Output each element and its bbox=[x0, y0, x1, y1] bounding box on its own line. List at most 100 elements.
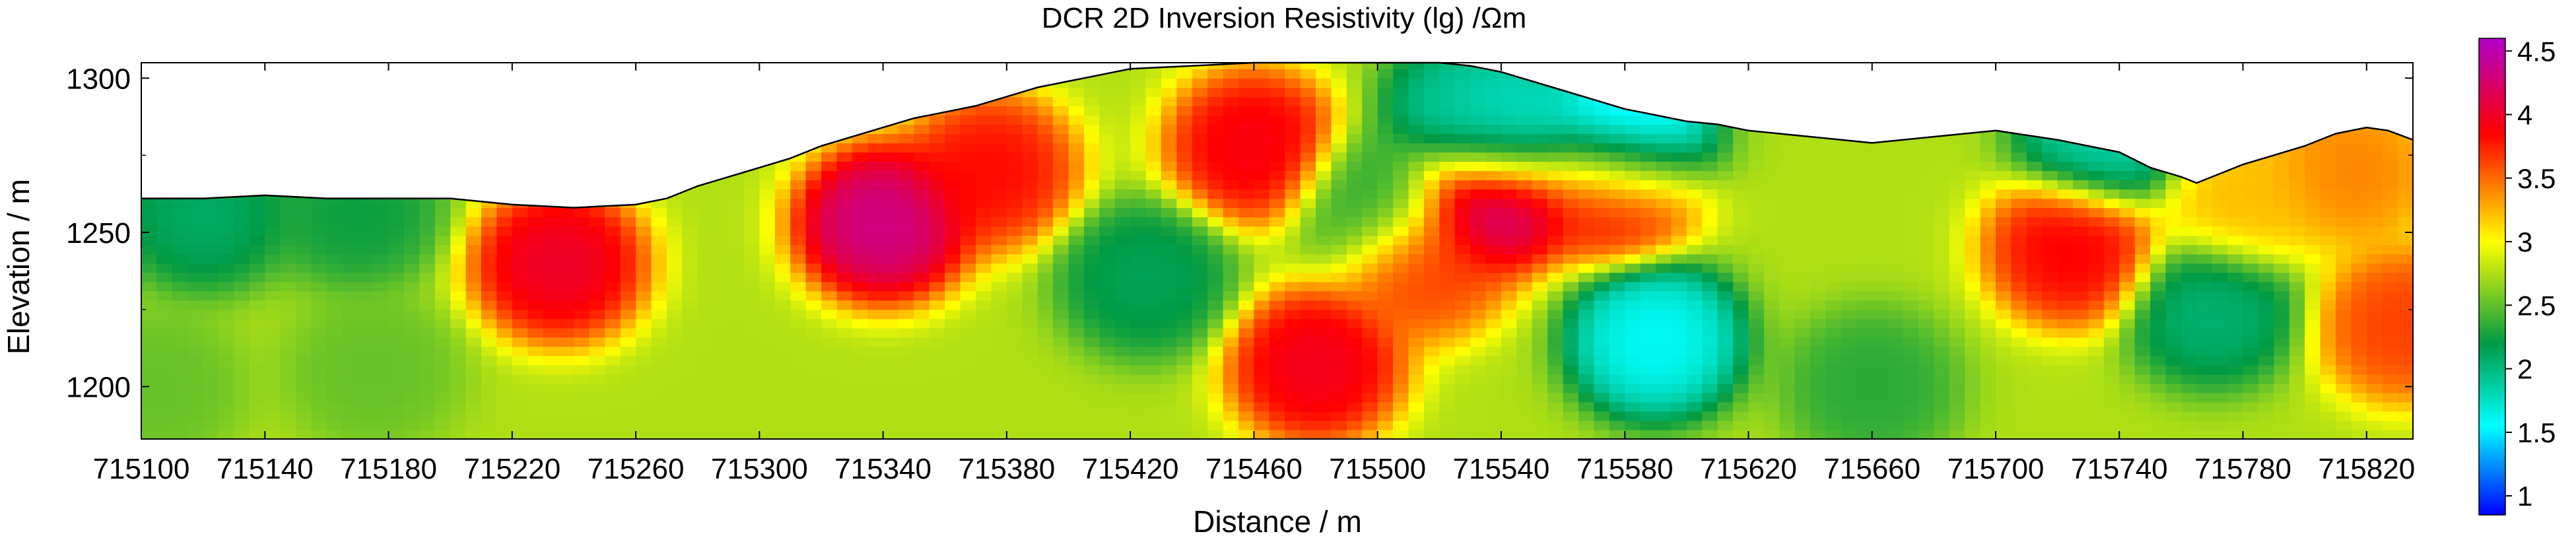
heatmap-cell bbox=[2366, 411, 2383, 421]
heatmap-cell bbox=[1903, 300, 1919, 310]
heatmap-cell bbox=[883, 430, 899, 439]
heatmap-cell bbox=[481, 263, 497, 273]
heatmap-cell bbox=[203, 198, 219, 209]
heatmap-cell bbox=[2073, 189, 2089, 199]
heatmap-cell bbox=[2026, 272, 2043, 283]
heatmap-cell bbox=[2103, 161, 2120, 172]
heatmap-cell bbox=[280, 318, 296, 329]
heatmap-cell bbox=[1856, 411, 1873, 421]
heatmap-cell bbox=[156, 207, 173, 218]
heatmap-cell bbox=[2366, 226, 2383, 236]
heatmap-cell bbox=[203, 401, 219, 412]
heatmap-cell bbox=[1022, 253, 1038, 264]
heatmap-cell bbox=[1254, 364, 1270, 375]
heatmap-cell bbox=[1006, 124, 1023, 134]
heatmap-cell bbox=[219, 374, 234, 384]
heatmap-cell bbox=[2366, 272, 2383, 283]
heatmap-cell bbox=[1022, 290, 1038, 301]
heatmap-cell bbox=[1393, 281, 1409, 292]
heatmap-cell bbox=[1841, 161, 1857, 172]
heatmap-cell bbox=[2073, 217, 2089, 227]
heatmap-cell bbox=[1053, 133, 1069, 144]
heatmap-cell bbox=[1022, 364, 1038, 375]
heatmap-cell bbox=[1316, 244, 1332, 255]
heatmap-cell bbox=[1006, 401, 1023, 412]
heatmap-cell bbox=[403, 401, 420, 412]
heatmap-cell bbox=[2165, 272, 2182, 283]
heatmap-cell bbox=[713, 189, 729, 199]
heatmap-cell bbox=[326, 207, 343, 218]
heatmap-cell bbox=[991, 401, 1007, 412]
heatmap-cell bbox=[1223, 263, 1239, 273]
heatmap-cell bbox=[1161, 281, 1177, 292]
heatmap-cell bbox=[2119, 217, 2136, 227]
heatmap-cell bbox=[1656, 143, 1672, 153]
heatmap-cell bbox=[543, 281, 559, 292]
heatmap-cell bbox=[2305, 383, 2321, 393]
heatmap-cell bbox=[1145, 327, 1162, 338]
heatmap-cell bbox=[450, 355, 467, 366]
heatmap-cell bbox=[1980, 253, 1996, 264]
heatmap-cell bbox=[1763, 383, 1780, 393]
heatmap-cell bbox=[172, 263, 188, 273]
heatmap-cell bbox=[481, 337, 497, 347]
heatmap-cell bbox=[141, 383, 157, 393]
heatmap-cell bbox=[821, 318, 837, 329]
heatmap-cell bbox=[1470, 253, 1487, 264]
heatmap-cell bbox=[1300, 309, 1316, 320]
heatmap-cell bbox=[1702, 318, 1718, 329]
heatmap-cell bbox=[1825, 392, 1842, 403]
heatmap-cell bbox=[465, 217, 482, 227]
heatmap-cell bbox=[852, 300, 868, 310]
heatmap-cell bbox=[1763, 411, 1780, 421]
heatmap-cell bbox=[759, 253, 776, 264]
heatmap-cell bbox=[1779, 133, 1796, 144]
heatmap-cell bbox=[1161, 383, 1177, 393]
heatmap-cell bbox=[249, 374, 265, 384]
heatmap-cell bbox=[991, 309, 1007, 320]
heatmap-cell bbox=[1130, 364, 1147, 375]
heatmap-cell bbox=[1269, 207, 1285, 218]
heatmap-cell bbox=[759, 290, 776, 301]
heatmap-cell bbox=[1068, 355, 1085, 366]
heatmap-cell bbox=[697, 189, 714, 199]
heatmap-cell bbox=[2212, 253, 2228, 264]
heatmap-cell bbox=[342, 226, 358, 236]
heatmap-cell bbox=[2382, 235, 2398, 246]
heatmap-cell bbox=[1609, 244, 1625, 255]
heatmap-cell bbox=[1439, 392, 1456, 403]
heatmap-cell bbox=[1423, 124, 1440, 134]
heatmap-cell bbox=[1949, 263, 1965, 273]
heatmap-cell bbox=[512, 198, 528, 209]
heatmap-cell bbox=[759, 421, 776, 430]
heatmap-cell bbox=[249, 411, 265, 421]
heatmap-cell bbox=[1702, 106, 1718, 116]
heatmap-cell bbox=[1872, 272, 1888, 283]
heatmap-cell bbox=[1640, 143, 1656, 153]
heatmap-cell bbox=[1671, 290, 1687, 301]
heatmap-cell bbox=[666, 421, 683, 430]
heatmap-cell bbox=[1625, 327, 1641, 338]
heatmap-cell bbox=[1825, 207, 1842, 218]
heatmap-cell bbox=[1238, 364, 1254, 375]
heatmap-cell bbox=[419, 355, 436, 366]
heatmap-cell bbox=[2289, 337, 2305, 347]
heatmap-cell bbox=[836, 143, 853, 153]
heatmap-cell bbox=[2212, 217, 2228, 227]
heatmap-cell bbox=[1763, 421, 1780, 430]
heatmap-cell bbox=[1037, 355, 1054, 366]
heatmap-cell bbox=[1053, 355, 1069, 366]
heatmap-cell bbox=[682, 401, 698, 412]
heatmap-cell bbox=[465, 253, 482, 264]
heatmap-cell bbox=[2274, 364, 2290, 375]
heatmap-cell bbox=[1733, 309, 1749, 320]
heatmap-cell bbox=[2119, 189, 2136, 199]
heatmap-cell bbox=[1207, 327, 1224, 338]
heatmap-cell bbox=[1810, 430, 1827, 439]
heatmap-cell bbox=[1501, 133, 1517, 144]
heatmap-cell bbox=[1300, 374, 1316, 384]
heatmap-cell bbox=[2336, 401, 2352, 412]
heatmap-cell bbox=[203, 318, 219, 329]
heatmap-cell bbox=[234, 355, 250, 366]
heatmap-cell bbox=[2336, 355, 2352, 366]
